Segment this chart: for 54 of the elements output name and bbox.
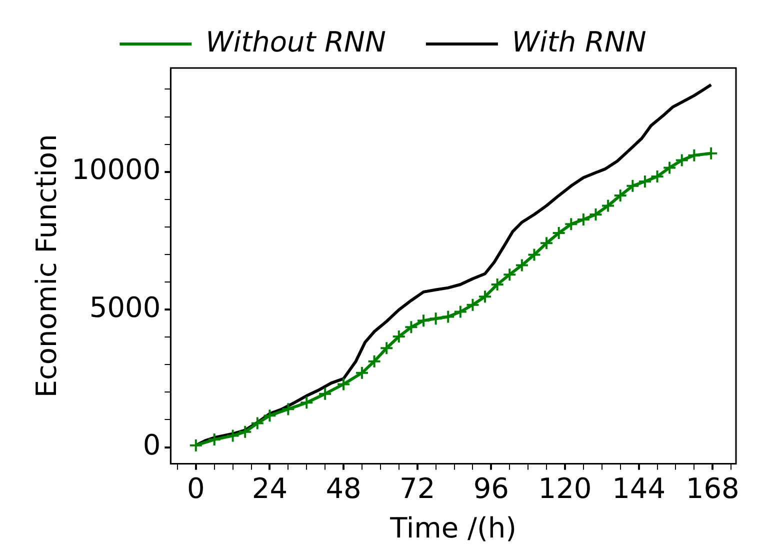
point bbox=[588, 208, 603, 222]
x-tick-label: 120 bbox=[538, 472, 592, 505]
point bbox=[613, 188, 628, 203]
point bbox=[564, 217, 578, 232]
point bbox=[687, 148, 702, 162]
x-tick-label: 48 bbox=[326, 472, 362, 505]
point bbox=[601, 198, 616, 213]
x-tick-label: 168 bbox=[686, 472, 740, 505]
x-axis-title: Time /(h) bbox=[389, 511, 517, 544]
point bbox=[490, 277, 504, 292]
y-axis-title: Economic Function bbox=[30, 134, 64, 398]
point bbox=[281, 402, 296, 416]
point bbox=[262, 408, 277, 423]
point bbox=[238, 424, 252, 439]
y-tick-label: 0 bbox=[142, 428, 161, 462]
x-tick-label: 72 bbox=[400, 472, 436, 505]
point bbox=[354, 366, 369, 380]
point bbox=[552, 226, 566, 240]
point bbox=[662, 160, 677, 175]
point bbox=[626, 178, 640, 193]
point bbox=[502, 268, 517, 282]
point bbox=[527, 248, 542, 262]
point bbox=[650, 170, 664, 184]
point bbox=[576, 212, 590, 226]
point bbox=[514, 258, 529, 272]
point bbox=[300, 396, 314, 410]
point bbox=[226, 428, 240, 443]
point bbox=[478, 290, 492, 304]
point bbox=[207, 432, 222, 447]
point bbox=[466, 298, 480, 312]
point bbox=[318, 386, 332, 401]
point bbox=[416, 314, 430, 328]
x-tick-label: 0 bbox=[186, 472, 205, 505]
point bbox=[392, 330, 406, 344]
point bbox=[367, 354, 382, 368]
point bbox=[250, 416, 264, 430]
point bbox=[188, 438, 203, 452]
legend-label: Without RNN bbox=[206, 25, 386, 58]
point bbox=[428, 312, 443, 326]
x-tick-label: 24 bbox=[252, 472, 288, 505]
y-tick-label: 10000 bbox=[72, 153, 161, 186]
point bbox=[404, 320, 418, 334]
point bbox=[336, 377, 351, 392]
point bbox=[380, 341, 394, 356]
point bbox=[540, 236, 554, 250]
point bbox=[674, 153, 689, 168]
point bbox=[453, 304, 468, 319]
y-tick-label: 5000 bbox=[89, 290, 161, 324]
point bbox=[441, 310, 456, 324]
legend-label: With RNN bbox=[512, 25, 646, 58]
point bbox=[638, 174, 652, 188]
x-tick-label: 96 bbox=[473, 472, 509, 505]
x-tick-label: 144 bbox=[612, 472, 666, 505]
point bbox=[704, 146, 718, 160]
